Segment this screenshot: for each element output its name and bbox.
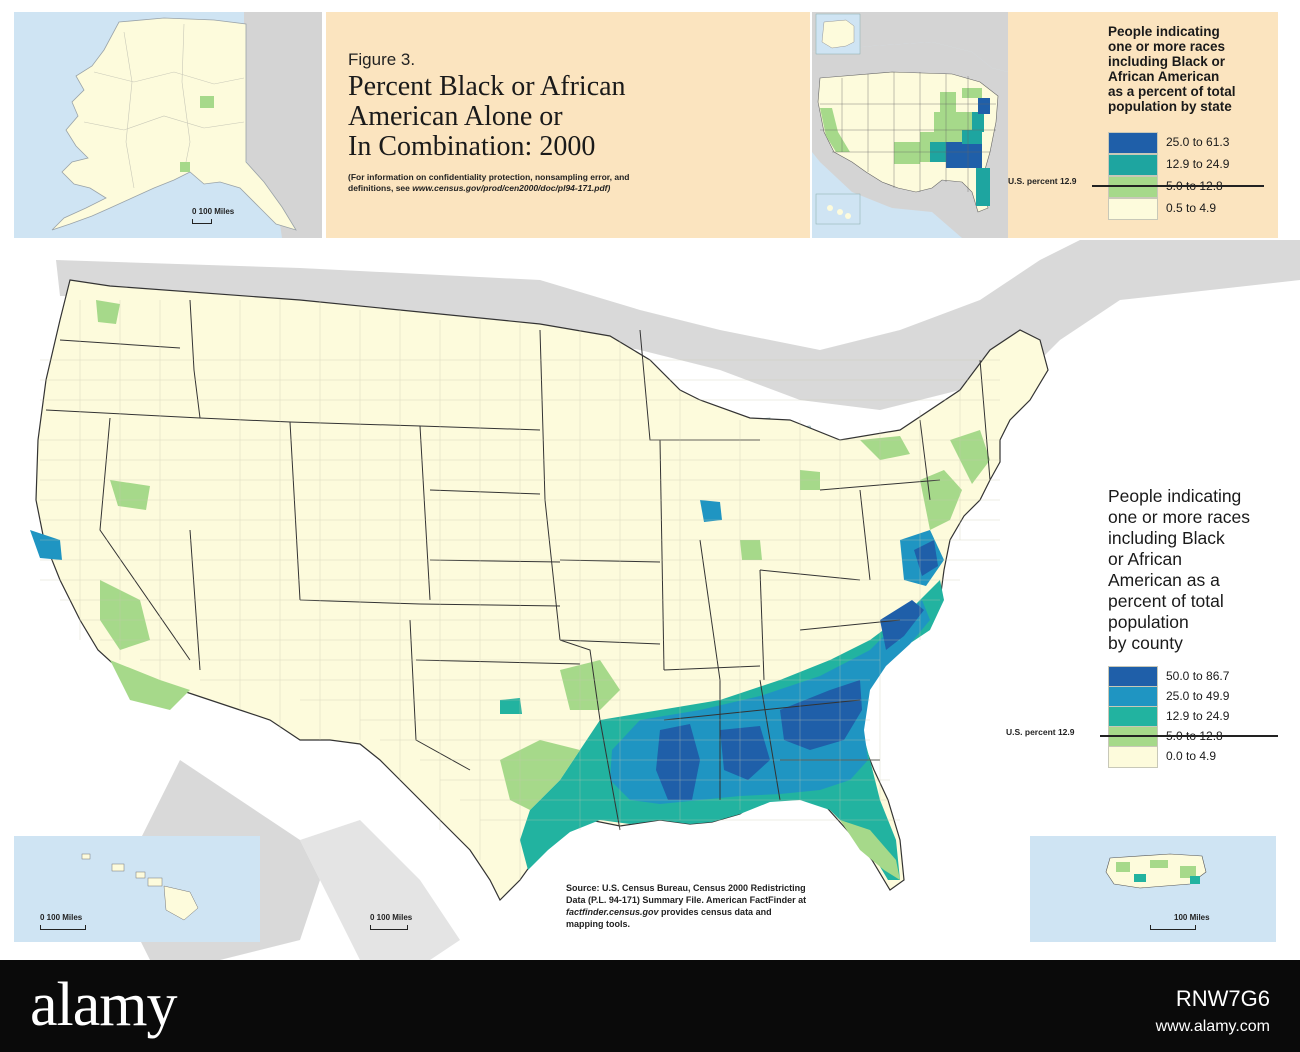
county-legend-title: People indicating one or more races incl…: [1108, 486, 1250, 654]
county-legend-title-line-8: by county: [1108, 633, 1183, 653]
state-legend-title-line-6: population by state: [1108, 99, 1232, 114]
note-url: www.census.gov/prod/cen2000/doc/pl94-171…: [412, 183, 611, 193]
county-us-percent-line: [1100, 735, 1278, 737]
county-legend-swatch-2: [1108, 686, 1158, 708]
state-legend-title: People indicating one or more races incl…: [1108, 24, 1236, 114]
state-us-percent-line: [1092, 185, 1264, 187]
state-legend-swatch-label-1: 25.0 to 61.3: [1166, 135, 1230, 149]
alaska-inset: 0 100 Miles: [14, 12, 322, 238]
state-legend-title-line-4: African American: [1108, 69, 1220, 84]
note-line-1: (For information on confidentiality prot…: [348, 172, 630, 182]
hawaii-map: [14, 836, 260, 942]
county-legend-swatches: 50.0 to 86.725.0 to 49.912.9 to 24.95.0 …: [1108, 666, 1288, 776]
image-id: RNW7G6: [1175, 986, 1270, 1011]
state-legend-swatch-2: [1108, 154, 1158, 176]
county-legend-title-line-7: population: [1108, 612, 1189, 632]
state-legend-title-line-3: including Black or: [1108, 54, 1226, 69]
state-legend-swatch-4: [1108, 198, 1158, 220]
source-line-1: Source: U.S. Census Bureau, Census 2000 …: [566, 883, 806, 893]
alamy-logo: alamy: [30, 971, 177, 1039]
source-line-3-rest: provides census data and: [658, 907, 772, 917]
figure-label: Figure 3.: [348, 50, 416, 69]
state-legend-swatch-3: [1108, 176, 1158, 198]
title-line-3: In Combination: 2000: [348, 131, 596, 162]
hawaii-inset: 0 100 Miles: [14, 836, 260, 942]
mid-scale: 0 100 Miles: [370, 913, 413, 930]
source-line-2: Data (P.L. 94-171) Summary File. America…: [566, 895, 807, 905]
state-legend-title-line-5: as a percent of total: [1108, 84, 1236, 99]
county-legend-swatch-label-1: 50.0 to 86.7: [1166, 669, 1230, 683]
title-panel: Figure 3. Percent Black or African Ameri…: [326, 12, 810, 238]
figure-title: Percent Black or African American Alone …: [348, 72, 626, 162]
source-note: Source: U.S. Census Bureau, Census 2000 …: [566, 882, 806, 930]
county-legend-swatch-label-5: 0.0 to 4.9: [1166, 749, 1217, 763]
state-legend-title-line-2: one or more races: [1108, 39, 1226, 54]
alaska-scale: 0 100 Miles: [192, 207, 235, 224]
footer-bar: [0, 960, 1300, 1052]
state-legend-swatches: 25.0 to 61.312.9 to 24.95.0 to 12.80.5 t…: [1108, 132, 1278, 232]
county-legend-swatch-label-2: 25.0 to 49.9: [1166, 689, 1230, 703]
state-legend-swatch-label-4: 0.5 to 4.9: [1166, 201, 1217, 215]
state-mini-map: [812, 12, 1008, 238]
alaska-map: [14, 12, 322, 238]
county-legend-swatch-label-3: 12.9 to 24.9: [1166, 709, 1230, 723]
county-us-percent: U.S. percent 12.9: [1006, 727, 1075, 737]
state-legend-swatch-1: [1108, 132, 1158, 154]
title-line-1: Percent Black or African: [348, 71, 626, 102]
county-legend-title-line-2: one or more races: [1108, 507, 1251, 527]
figure-note: (For information on confidentiality prot…: [348, 172, 629, 194]
alaska-scale-label: 0 100 Miles: [192, 207, 235, 216]
county-legend-title-line-5: American as a: [1108, 570, 1220, 590]
hawaii-scale: 0 100 Miles: [40, 913, 86, 930]
county-legend-swatch-3: [1108, 706, 1158, 728]
state-legend-title-line-1: People indicating: [1108, 24, 1220, 39]
state-panel: People indicating one or more races incl…: [812, 12, 1278, 238]
county-legend-title-line-4: or African: [1108, 549, 1182, 569]
title-line-2: American Alone or: [348, 101, 563, 132]
county-legend-title-line-3: including Black: [1108, 528, 1225, 548]
hawaii-scale-label: 0 100 Miles: [40, 913, 83, 922]
mid-scale-label: 0 100 Miles: [370, 913, 413, 922]
source-url: factfinder.census.gov: [566, 907, 659, 917]
map-poster: 0 100 Miles Figure 3. Percent Black or A…: [14, 12, 1300, 960]
state-legend-swatch-label-2: 12.9 to 24.9: [1166, 157, 1230, 171]
alamy-url: www.alamy.com: [1155, 1018, 1270, 1035]
state-us-percent: U.S. percent 12.9: [1008, 176, 1077, 186]
source-line-3: factfinder.census.gov provides census da…: [566, 906, 806, 918]
county-legend-swatch-5: [1108, 746, 1158, 768]
puerto-rico-inset: 100 Miles: [1030, 836, 1276, 942]
note-line-2: definitions, see www.census.gov/prod/cen…: [348, 183, 629, 194]
county-legend-title-line-6: percent of total: [1108, 591, 1224, 611]
county-legend-swatch-1: [1108, 666, 1158, 688]
note-line-2-prefix: definitions, see: [348, 183, 413, 193]
county-legend-swatch-4: [1108, 726, 1158, 748]
puerto-rico-map: [1030, 836, 1276, 942]
source-line-4: mapping tools.: [566, 919, 630, 929]
county-legend-title-line-1: People indicating: [1108, 486, 1242, 506]
puerto-rico-scale-label: 100 Miles: [1174, 913, 1210, 922]
